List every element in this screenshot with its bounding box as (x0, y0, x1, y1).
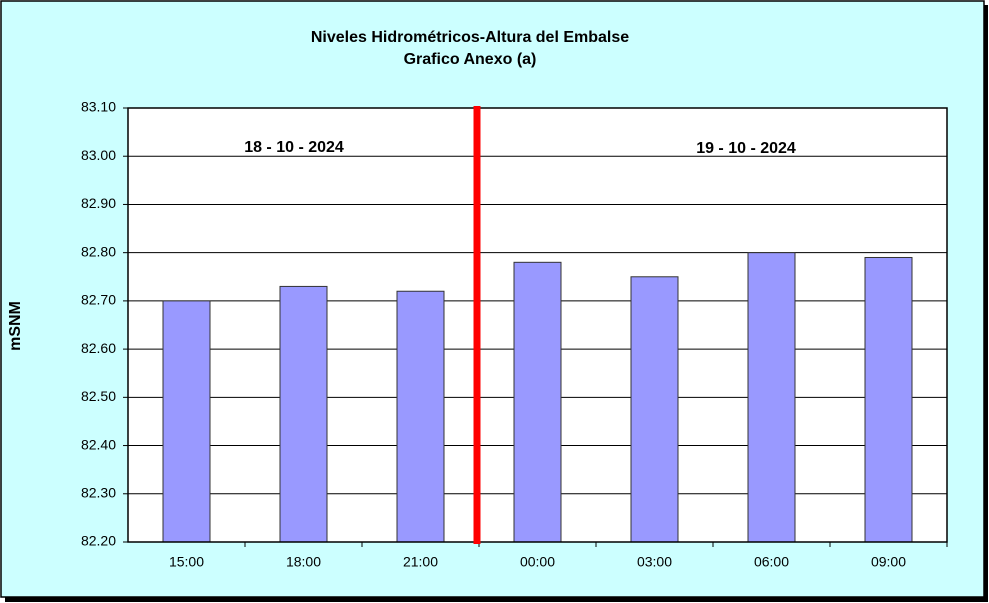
bar (396, 290, 445, 543)
x-tick-label: 15:00 (169, 554, 204, 570)
x-tick-label: 00:00 (520, 554, 555, 570)
y-tick-label: 82.50 (81, 388, 116, 404)
annotation: 18 - 10 - 2024 (244, 139, 344, 156)
y-tick-label: 82.20 (81, 533, 116, 549)
y-tick-label: 82.70 (81, 292, 116, 308)
bar (747, 252, 796, 543)
bar (279, 285, 328, 543)
y-tick-label: 82.80 (81, 243, 116, 259)
x-tick-label: 18:00 (286, 554, 321, 570)
x-tick-label: 03:00 (637, 554, 672, 570)
y-tick-label: 82.30 (81, 484, 116, 500)
x-tick-label: 06:00 (754, 554, 789, 570)
annotation: 19 - 10 - 2024 (696, 140, 796, 157)
y-tick-label: 83.10 (81, 99, 116, 115)
bar (864, 256, 913, 543)
y-axis-label: mSNM (7, 301, 24, 351)
bar (630, 276, 679, 543)
plot-border (127, 107, 948, 543)
x-tick-label: 09:00 (871, 554, 906, 570)
chart-subtitle: Grafico Anexo (a) (404, 51, 537, 68)
y-tick-label: 82.40 (81, 436, 116, 452)
bar (513, 261, 562, 543)
x-tick-label: 21:00 (403, 554, 438, 570)
y-tick-label: 82.90 (81, 195, 116, 211)
y-tick-label: 82.60 (81, 340, 116, 356)
bar (162, 300, 211, 543)
chart-title: Niveles Hidrométricos-Altura del Embalse (311, 29, 629, 46)
y-tick-label: 83.00 (81, 147, 116, 163)
